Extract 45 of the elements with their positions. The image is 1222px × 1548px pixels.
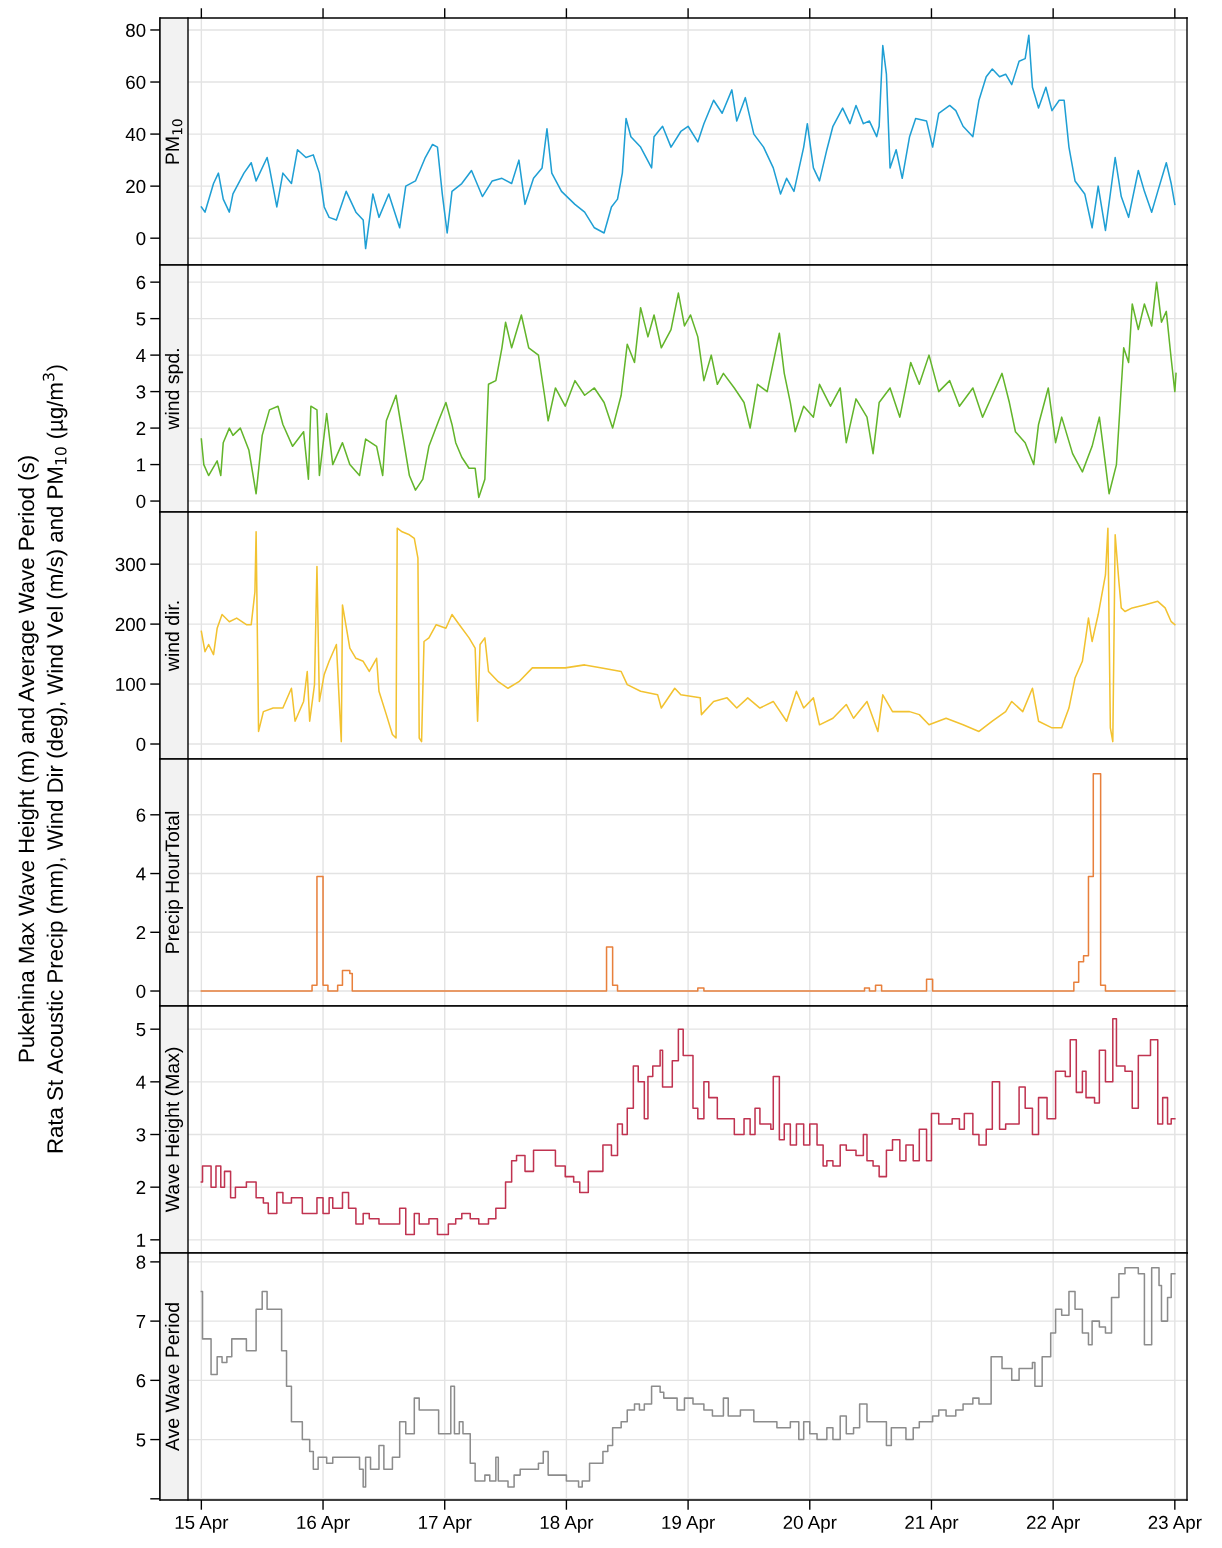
text: PM$_{10}$	[165, 119, 183, 164]
x-tick-label: 19 Apr	[662, 1515, 715, 1533]
y-tick-label: 8	[136, 1255, 146, 1269]
y-tick-label: 4	[136, 867, 146, 881]
text: wind spd.	[164, 349, 184, 430]
y-tick-label: 60	[126, 75, 146, 90]
x-tick-label: 21 Apr	[905, 1515, 959, 1533]
y-tick-label: 100	[116, 677, 146, 692]
y-tick-label: 200	[115, 617, 146, 632]
y-tick-label: 6	[136, 808, 146, 822]
x-tick-label: 23 Apr	[1148, 1515, 1202, 1533]
y-tick-label: 80	[126, 23, 146, 37]
y-tick-label: 6	[136, 275, 146, 290]
x-tick-label: 18 Apr	[540, 1515, 594, 1533]
y-tick-label: 3	[136, 1128, 146, 1142]
y-tick-label: 300	[115, 557, 146, 572]
y-tick-label: 5	[136, 312, 146, 326]
text: Ave Wave Period	[164, 1303, 180, 1452]
y-tick-label: 7	[136, 1315, 146, 1328]
y-tick-label: 5	[136, 1433, 146, 1447]
y-tick-label: 0	[136, 494, 146, 509]
y-axis-title: Pukehina Max Wave Height (m) and Average Wave Period (s) Rata St Acoustic Precip (mm), Wind Dir (deg), Wind Vel (m/s) and PM$_{10}$ (µg/m$^{3}$)	[17, 365, 68, 1153]
y-tick-label: 1	[137, 1233, 146, 1247]
text: wind dir.	[164, 601, 180, 672]
text: Precip HourTotal	[164, 811, 184, 953]
y-tick-label: 0	[136, 737, 146, 751]
y-tick-label: 20	[126, 179, 146, 194]
y-tick-label: 40	[125, 127, 146, 142]
x-tick-label: 22 Apr	[1026, 1515, 1080, 1533]
x-tick-label: 15 Apr	[175, 1515, 229, 1533]
y-tick-label: 2	[136, 421, 146, 435]
y-tick-label: 4	[136, 1075, 146, 1089]
y-tick-label: 6	[136, 1374, 146, 1388]
y-tick-label: 0	[136, 231, 146, 246]
y-tick-label: 3	[136, 385, 146, 399]
y-tick-label: 2	[136, 925, 146, 940]
y-tick-label: 0	[136, 984, 146, 998]
text: Wave Height (Max)	[164, 1047, 184, 1213]
y-tick-label: 5	[136, 1023, 146, 1037]
x-tick-label: 20 Apr	[783, 1515, 837, 1533]
x-tick-label: 17 Apr	[419, 1515, 472, 1533]
x-tick-label: 16 Apr	[297, 1515, 350, 1533]
y-tick-label: 4	[136, 349, 146, 362]
y-tick-label: 1	[137, 458, 146, 472]
y-tick-label: 2	[136, 1180, 146, 1194]
